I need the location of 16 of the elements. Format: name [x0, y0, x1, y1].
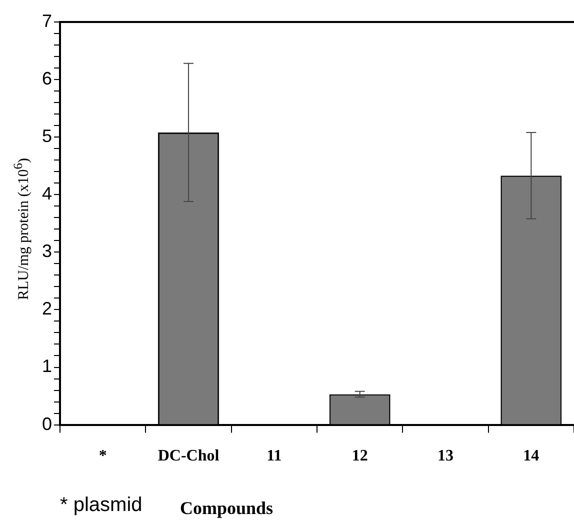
y-tick-label: 0 [42, 414, 52, 434]
x-tick-label: 14 [523, 448, 540, 465]
x-tick-label: 13 [438, 448, 454, 465]
y-tick-label: 6 [42, 68, 52, 89]
y-tick-label: 1 [42, 356, 52, 376]
y-tick-label: 7 [42, 10, 52, 31]
x-tick-label: DC-Chol [158, 448, 220, 465]
y-tick-label: 3 [42, 241, 52, 262]
y-tick-label: 2 [42, 298, 52, 319]
text: * plasmid [60, 494, 142, 517]
x-tick-label: * [98, 448, 107, 465]
x-tick-label: 12 [352, 448, 368, 465]
x-tick-label: 11 [266, 448, 282, 465]
y-tick-label: 5 [42, 126, 52, 146]
x-axis-title: Compounds [180, 498, 274, 519]
y-tick-label: 4 [42, 184, 52, 204]
